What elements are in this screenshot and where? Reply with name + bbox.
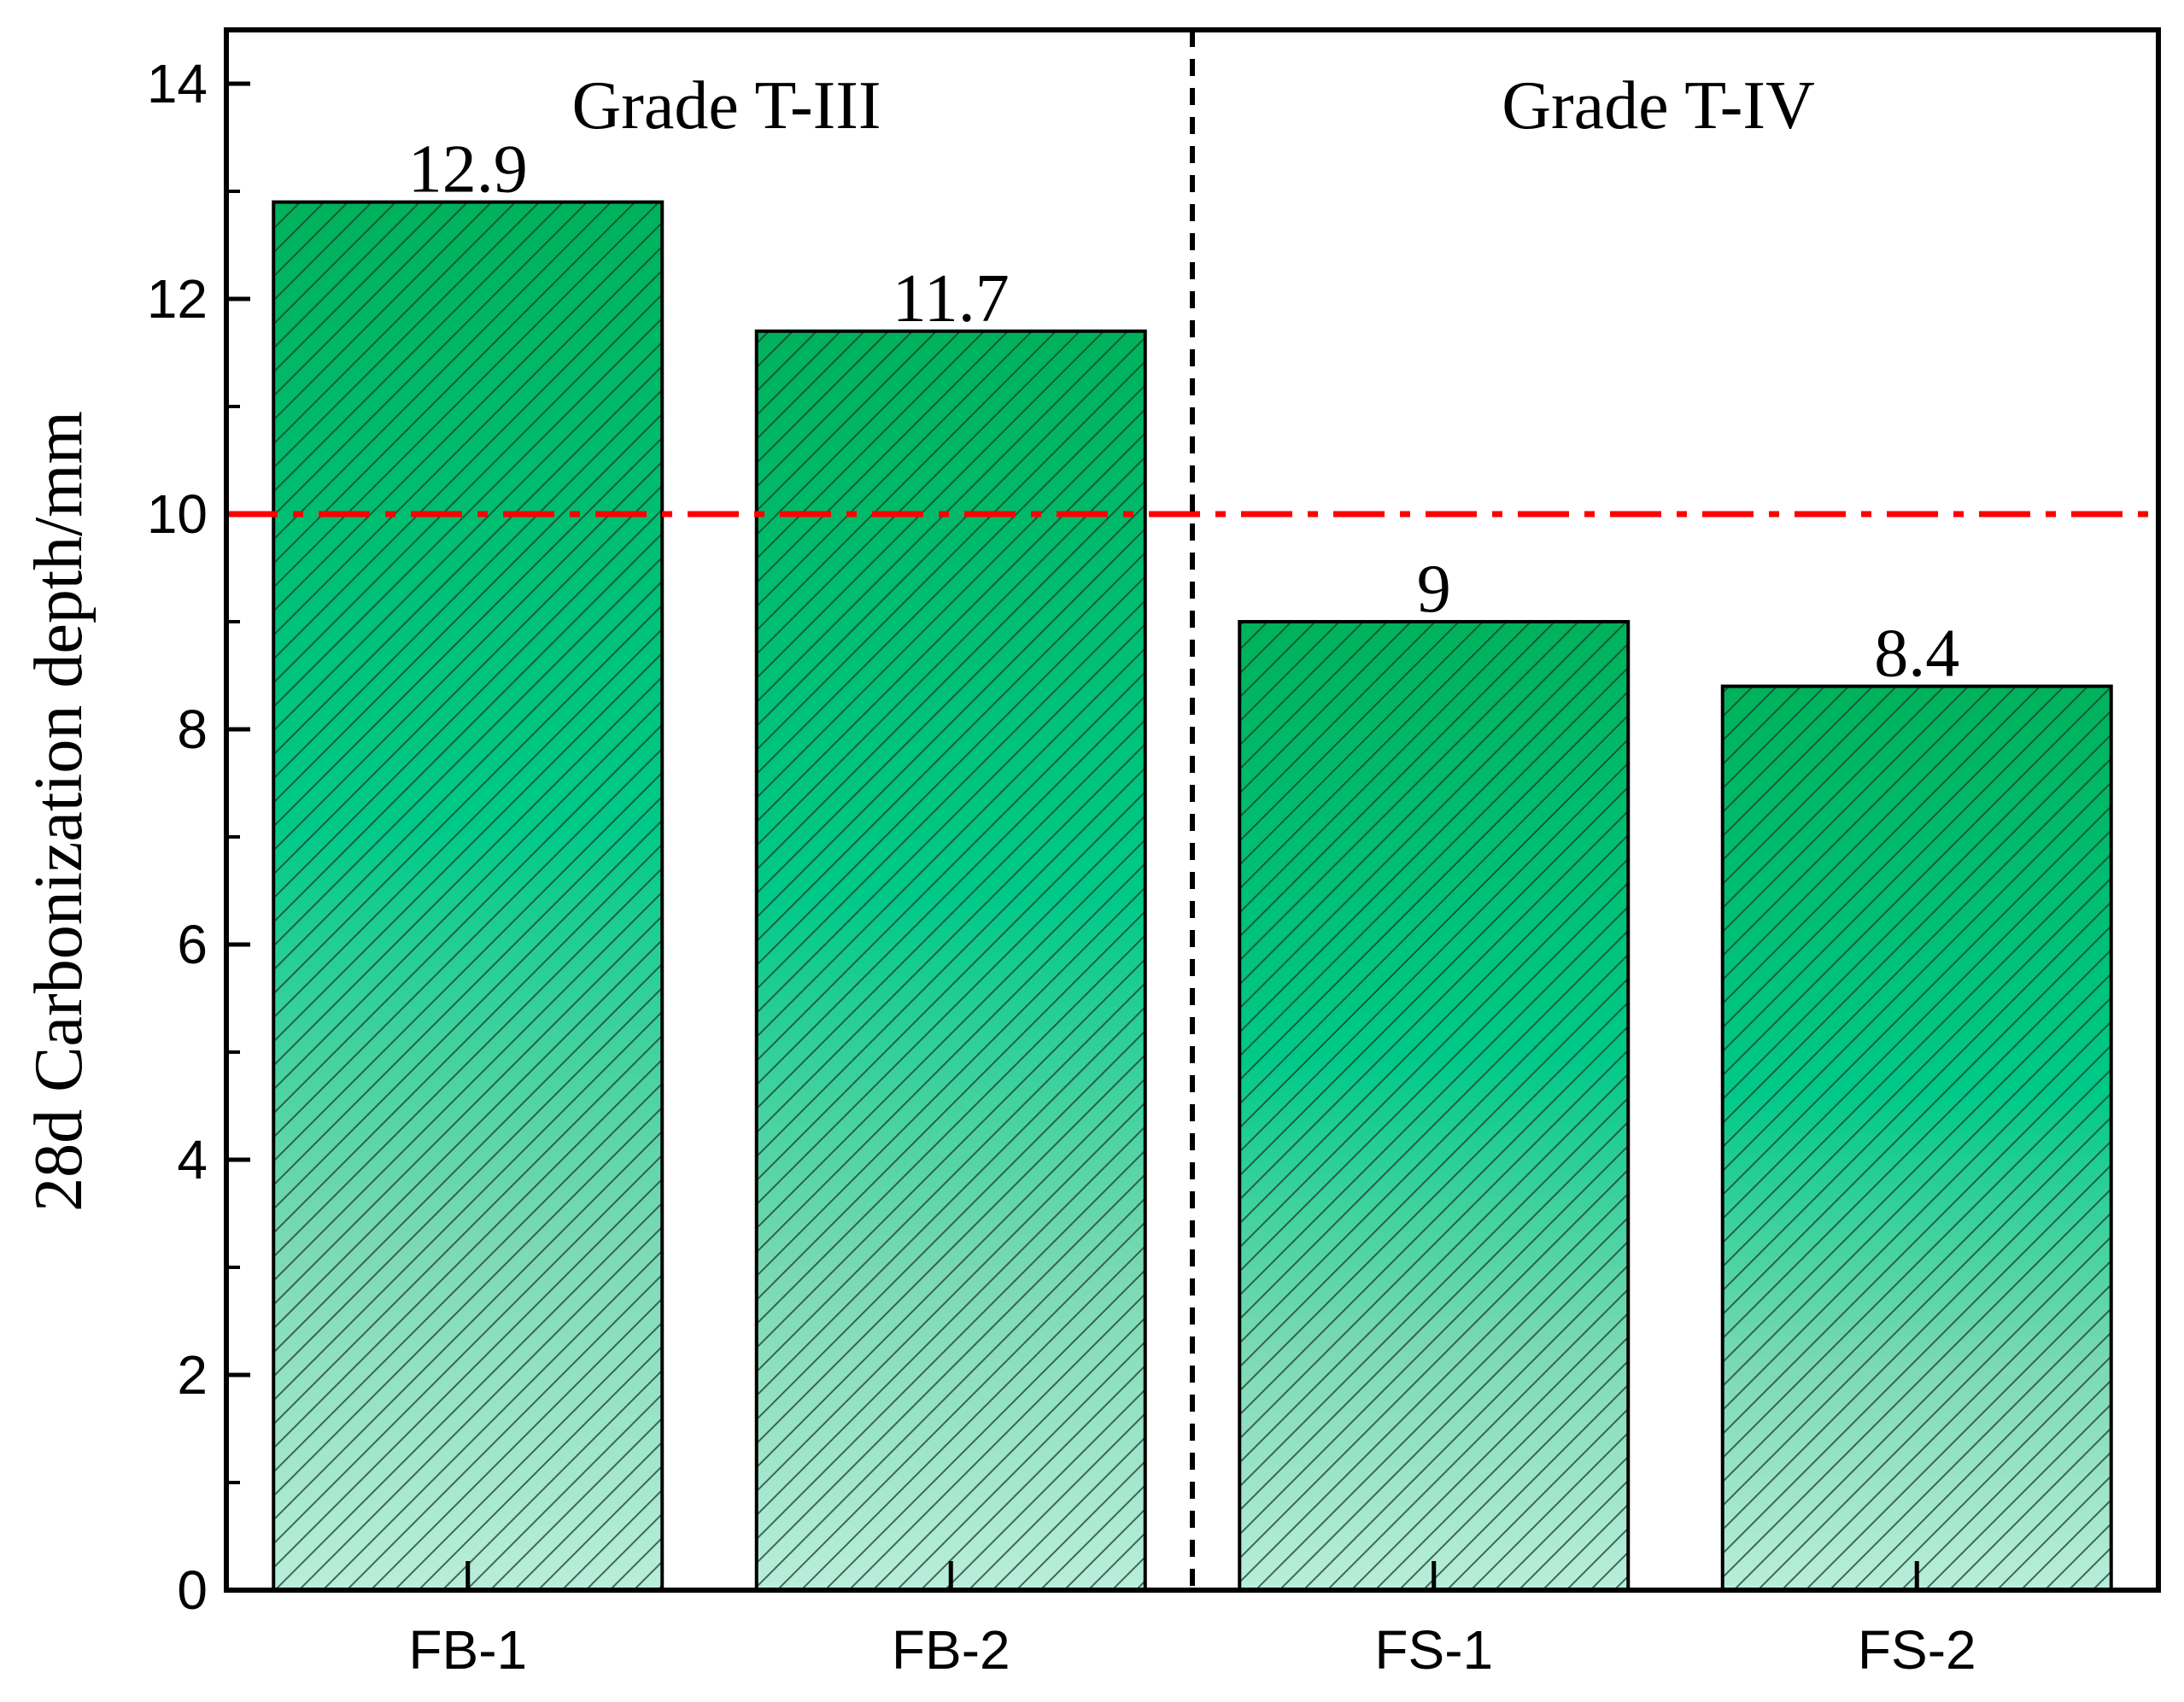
x-tick-label-fb-2: FB-2 xyxy=(892,1619,1010,1681)
plot-frame xyxy=(224,27,2161,1593)
data-label-fb-2: 11.7 xyxy=(893,261,1010,336)
x-tick-label-fb-1: FB-1 xyxy=(408,1619,527,1681)
data-labels: 12.9 11.7 9 8.4 xyxy=(408,132,1960,692)
y-tick-label: 2 xyxy=(177,1344,208,1406)
bar-hatch xyxy=(273,202,663,1591)
data-label-fs-1: 9 xyxy=(1417,552,1451,627)
bar-hatch xyxy=(1722,686,2111,1590)
bar-fb-1 xyxy=(272,200,665,1593)
group-label-grade-t-iii: Grade T-III xyxy=(571,68,881,143)
y-tick-label: 6 xyxy=(177,914,208,975)
y-tick-label: 8 xyxy=(177,699,208,760)
y-tick-label: 4 xyxy=(177,1129,208,1190)
y-tick-label: 10 xyxy=(147,483,208,545)
y-axis-tick-labels: 0 2 4 6 8 10 12 14 xyxy=(147,53,208,1621)
y-axis-title: 28d Carbonization depth/mm xyxy=(21,411,97,1212)
group-label-grade-t-iv: Grade T-IV xyxy=(1502,68,1815,143)
bars xyxy=(272,200,2113,1593)
x-axis-tick-labels: FB-1 FB-2 FS-1 FS-2 xyxy=(408,1619,1976,1681)
bar-hatch xyxy=(756,330,1145,1590)
data-label-fs-2: 8.4 xyxy=(1874,617,1959,692)
data-label-fb-1: 12.9 xyxy=(408,132,528,208)
y-tick-label: 0 xyxy=(177,1559,208,1621)
x-axis-ticks xyxy=(465,1561,1919,1590)
bar-fs-2 xyxy=(1720,684,2113,1592)
x-tick-label-fs-2: FS-2 xyxy=(1858,1619,1976,1681)
y-tick-label: 12 xyxy=(147,268,208,330)
bar-fb-2 xyxy=(754,329,1147,1592)
bar-fs-1 xyxy=(1238,620,1631,1592)
y-tick-label: 14 xyxy=(147,53,208,114)
bar-hatch xyxy=(1239,622,1629,1590)
x-tick-label-fs-1: FS-1 xyxy=(1374,1619,1493,1681)
y-axis-ticks xyxy=(226,81,250,1593)
